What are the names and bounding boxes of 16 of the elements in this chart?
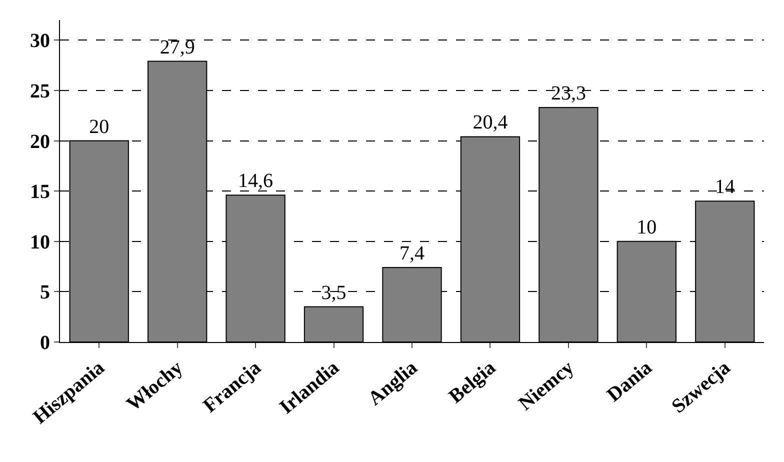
y-tick-label: 10 (30, 231, 50, 254)
y-tick-label: 0 (40, 332, 50, 354)
y-tick-label: 30 (30, 30, 50, 52)
y-tick-label: 15 (30, 181, 50, 204)
y-tick-label: 20 (30, 130, 50, 153)
data-label: 7,4 (400, 242, 424, 265)
data-label: 27,9 (160, 36, 195, 58)
data-label: 20,4 (472, 112, 508, 134)
data-label: 20 (89, 116, 110, 138)
data-label: 3,5 (321, 282, 346, 304)
y-tick-label: 25 (30, 80, 50, 102)
data-label: 14 (714, 176, 735, 198)
data-label: 14,6 (238, 170, 274, 192)
y-tick-label: 5 (40, 282, 50, 304)
data-label: 10 (636, 216, 657, 238)
data-label: 23,3 (550, 82, 586, 105)
